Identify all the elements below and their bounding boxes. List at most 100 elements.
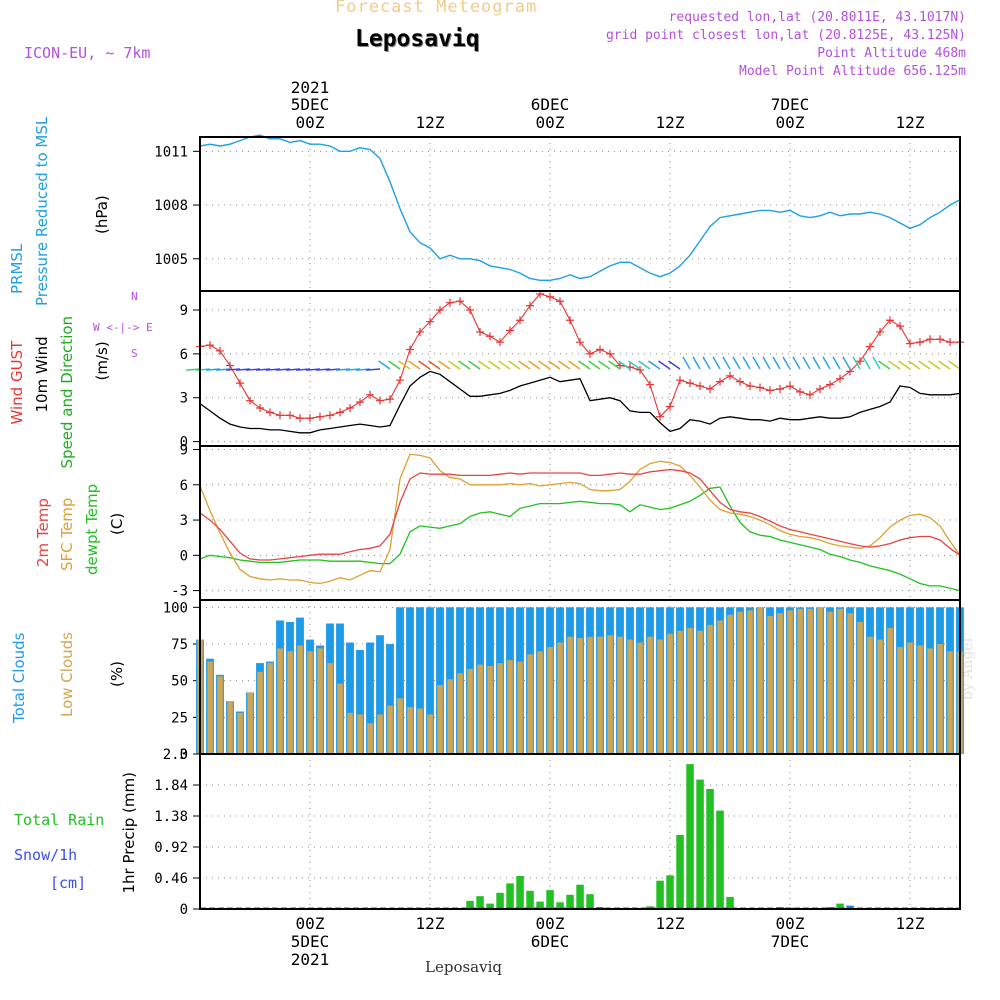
wind-gust-point (346, 403, 354, 412)
wind-direction-arrow (216, 368, 231, 371)
wind-tick-label: 6 (180, 347, 188, 363)
low-cloud-bar (307, 651, 313, 754)
rain-bar (566, 894, 574, 909)
wind-gust-ylabel: Wind GUST (8, 340, 26, 425)
wind-gust-point (686, 379, 694, 388)
wind-gust-point (896, 322, 904, 331)
clouds-tick-label: 0 (180, 747, 188, 763)
rain-bar (516, 876, 524, 909)
low-cloud-bar (267, 663, 273, 754)
wind-direction-arrow (668, 360, 681, 370)
low-cloud-bar (857, 622, 863, 754)
low-cloud-bar (887, 627, 893, 754)
low-cloud-bar (627, 639, 633, 754)
temp-tick-label: 3 (180, 513, 188, 529)
wind-direction-arrow (752, 356, 761, 370)
wind-direction-arrow (418, 360, 431, 370)
wind-unit: (m/s) (93, 341, 111, 380)
wind-direction-arrow (558, 360, 571, 370)
wind-gust-point (366, 390, 374, 399)
wind-direction-arrow (608, 360, 621, 370)
top-axis-time: 12Z (656, 113, 685, 132)
wind-gust-point (606, 349, 614, 358)
wind-gust-point (416, 327, 424, 336)
wind-gust-point (726, 371, 734, 380)
station-title: Leposaviq (355, 26, 480, 52)
wind-direction-arrow (398, 360, 411, 370)
rain-bar (476, 896, 484, 909)
wind-tick-label: 0 (180, 435, 188, 451)
wind-gust-point (266, 408, 274, 417)
wind-direction-arrow (702, 356, 711, 370)
wind-direction-arrow (648, 360, 661, 370)
low-cloud-bar (677, 630, 683, 754)
wind-direction-arrow (742, 356, 751, 370)
wind-gust-point (526, 301, 534, 310)
wind-direction-arrow (638, 360, 651, 370)
wind-direction-arrow (518, 360, 531, 370)
low-cloud-bar (497, 663, 503, 754)
wind-gust-point (336, 408, 344, 417)
wind-direction-arrow (692, 356, 701, 370)
wind-speed-ylabel: 10m Wind (33, 336, 51, 412)
wind-gust-point (836, 374, 844, 383)
wind-direction-arrow (852, 356, 861, 370)
wind-direction-arrow (226, 368, 241, 371)
rain-bar (506, 883, 514, 909)
low-cloud-bar (817, 607, 823, 754)
wind-direction-arrow (842, 356, 851, 370)
low-cloud-bar (837, 608, 843, 754)
wind-speed-line (199, 370, 961, 434)
low-cloud-bar (347, 712, 353, 754)
pressure-tick-label: 1008 (154, 198, 188, 214)
wind-gust-point (506, 326, 514, 335)
low-cloud-bar (227, 701, 233, 754)
wind-gust-point (796, 387, 804, 396)
model-altitude: Model Point Altitude 656.125m (739, 64, 966, 79)
low-cloud-bar (667, 633, 673, 754)
gridpoint-coords: grid point closest lon,lat (20.8125E, 43… (605, 28, 966, 43)
low-cloud-bar (337, 683, 343, 754)
sfc-temp-line (199, 453, 961, 585)
low-cloud-bar (567, 636, 573, 754)
precip-ylabel: 1hr Precip (mm) (120, 772, 138, 893)
low-cloud-bar (397, 698, 403, 754)
low-cloud-bar (437, 685, 443, 754)
wind-gust-point (316, 412, 324, 421)
low-cloud-bar (827, 611, 833, 754)
wind-gust-point (656, 412, 664, 421)
total-cloud-bar (436, 607, 444, 754)
low-cloud-bar (797, 608, 803, 754)
wind-direction-arrow (508, 360, 521, 370)
wind-tick-label: 3 (180, 391, 188, 407)
model-label: ICON-EU, ~ 7km (24, 44, 151, 62)
wind-direction-arrow (598, 360, 611, 370)
wind-direction-arrow (366, 368, 381, 371)
wind-direction-arrow (448, 360, 461, 370)
clouds-tick-label: 25 (171, 710, 188, 726)
low-cloud-bar (847, 613, 853, 754)
low-cloud-bar (597, 636, 603, 754)
top-title: Forecast Meteogram (335, 0, 538, 17)
temp2m-ylabel: 2m Temp (34, 498, 52, 567)
wind-direction-arrow (722, 356, 731, 370)
bottom-axis-time: 12Z (656, 914, 685, 933)
rain-bar (526, 890, 534, 909)
wind-direction-arrow (918, 360, 931, 370)
bottom-axis-time: 00Z (536, 914, 565, 933)
low-cloud-bar (217, 676, 223, 754)
wind-direction-arrow (498, 360, 511, 370)
low-cloud-bar (517, 661, 523, 754)
wind-gust-point (246, 396, 254, 405)
rain-bar (656, 880, 664, 909)
low-cloud-bar (287, 651, 293, 754)
wind-direction-arrow (468, 360, 481, 370)
wind-gust-point (866, 342, 874, 351)
wind-direction-arrow (488, 360, 501, 370)
clouds-tick-label: 50 (171, 674, 188, 690)
wind-gust-point (906, 339, 914, 348)
wind-direction-arrow (732, 356, 741, 370)
wind-gust-point (226, 361, 234, 370)
wind-direction-arrow (772, 356, 781, 370)
wind-tick-label: 9 (180, 303, 188, 319)
